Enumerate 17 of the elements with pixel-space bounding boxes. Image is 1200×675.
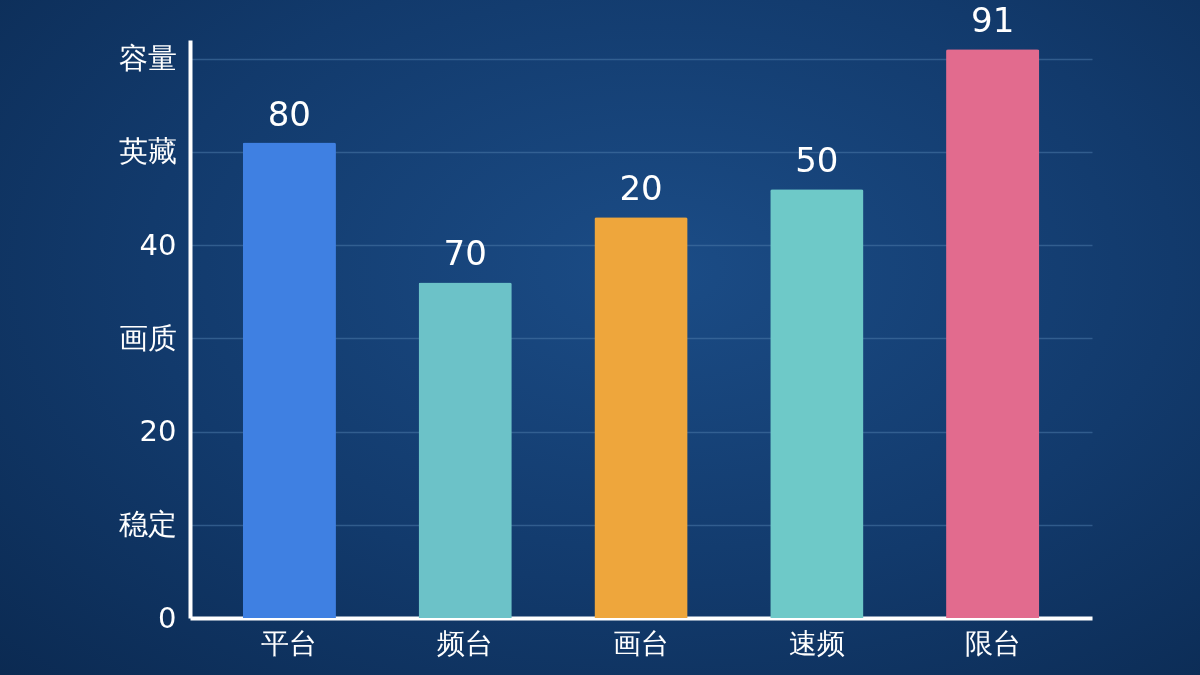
annotation: 70 [443,233,487,274]
x-tick-label: 画台 [613,626,669,660]
y-tick-label: 画质 [118,320,177,355]
annotation: 91 [971,0,1015,41]
annotation: 50 [795,140,839,181]
y-tick-label: 0 [158,600,177,635]
annotation: 20 [619,168,663,209]
y-tick-label: 稳定 [118,507,177,542]
y-tick-label: 40 [139,227,177,262]
y-tick-label: 容量 [118,41,177,76]
x-tick-label: 平台 [261,626,318,660]
annotation: 80 [267,93,311,134]
y-tick-label: 20 [139,414,177,449]
x-tick-label: 频台 [437,626,494,660]
x-tick-label: 限台 [964,626,1021,660]
y-tick-label: 英藏 [118,134,177,169]
x-tick-label: 速频 [788,626,845,660]
